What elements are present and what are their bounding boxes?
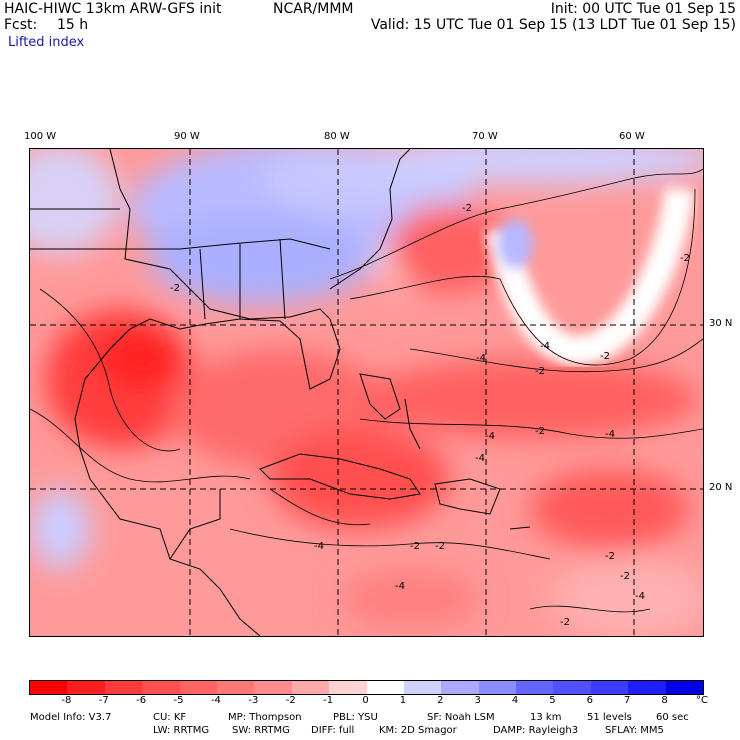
contour-label: -2 xyxy=(560,617,570,628)
sflay-info: SFLAY: MM5 xyxy=(605,725,664,736)
stable-hook xyxy=(485,186,695,366)
colorbar-tick-label: 6 xyxy=(586,695,594,706)
colorbar-tick-label: -3 xyxy=(248,695,259,706)
colorbar-tick-label: 1 xyxy=(399,695,407,706)
colorbar-tick-label: 2 xyxy=(437,695,444,706)
colorbar xyxy=(29,680,704,695)
colorbar-tick-label: -5 xyxy=(173,695,184,706)
colorbar-tick-label: 3 xyxy=(474,695,481,706)
colorbar-swatch xyxy=(329,681,367,694)
colorbar-swatch xyxy=(590,681,629,694)
colorbar-swatch xyxy=(254,681,292,694)
colorbar-swatch xyxy=(67,681,105,694)
forecast-hour: 15 h xyxy=(57,17,89,33)
lw-info: LW: RRTMG xyxy=(153,725,210,736)
colorbar-swatch xyxy=(628,681,666,694)
colorbar-tick-label: 5 xyxy=(549,695,556,706)
contour-label: -2 xyxy=(435,541,445,552)
cu-info: CU: KF xyxy=(153,712,187,723)
pbl-info: PBL: YSU xyxy=(333,712,378,723)
contour-label: -2 xyxy=(170,283,180,294)
colorbar-unit: °C xyxy=(696,695,708,706)
contour-label: -2 xyxy=(535,426,545,437)
contour-label: -2 xyxy=(462,203,472,214)
contour-label: -4 xyxy=(605,429,615,440)
resolution-info: 13 km xyxy=(530,712,562,723)
lat-lon-grid xyxy=(30,149,703,636)
forecast-label: Fcst: xyxy=(4,17,38,33)
map-canvas: -2 -2 -2 -2 -4 -4 -4 -4 -2 -2 -2 -4 -2 -… xyxy=(30,149,703,636)
lon-label-90w: 90 W xyxy=(174,131,200,142)
levels-info: 51 levels xyxy=(587,712,632,723)
init-time: Init: 00 UTC Tue 01 Sep 15 xyxy=(550,1,736,17)
damp-info: DAMP: Rayleigh3 xyxy=(493,725,579,736)
contour-label: -4 xyxy=(475,453,485,464)
colorbar-tick-label: -2 xyxy=(285,695,296,706)
colorbar-swatch xyxy=(104,681,143,694)
lon-label-80w: 80 W xyxy=(324,131,350,142)
model-title: HAIC-HIWC 13km ARW-GFS init xyxy=(4,1,222,17)
contour-label: -4 xyxy=(540,341,550,352)
contour-label: -4 xyxy=(485,431,495,442)
colorbar-tick-label: 7 xyxy=(624,695,631,706)
contour-label: -4 xyxy=(476,353,486,364)
contour-label: -2 xyxy=(410,541,420,552)
lat-label-30n: 30 N xyxy=(709,318,733,329)
valid-time: Valid: 15 UTC Tue 01 Sep 15 (13 LDT Tue … xyxy=(370,17,736,33)
lon-label-100w: 100 W xyxy=(24,131,57,142)
sf-info: SF: Noah LSM xyxy=(427,712,495,723)
colorbar-swatch xyxy=(142,681,180,694)
km-info: KM: 2D Smagor xyxy=(379,725,457,736)
colorbar-swatch xyxy=(30,681,68,694)
sw-info: SW: RRTMG xyxy=(232,725,290,736)
colorbar-swatch xyxy=(478,681,517,694)
contour-label: -2 xyxy=(600,351,610,362)
timestep-info: 60 sec xyxy=(656,712,689,723)
colorbar-tick-label: 4 xyxy=(511,695,519,706)
colorbar-swatch xyxy=(291,681,330,694)
colorbar-swatch xyxy=(516,681,554,694)
model-info: Model Info: V3.7 xyxy=(30,712,112,723)
lon-label-60w: 60 W xyxy=(619,131,645,142)
mp-info: MP: Thompson xyxy=(228,712,302,723)
colorbar-tick-label: -4 xyxy=(210,695,221,706)
contour-label: -2 xyxy=(680,253,690,264)
lat-label-20n: 20 N xyxy=(709,482,733,493)
lifted-index-map: -2 -2 -2 -2 -4 -4 -4 -4 -2 -2 -2 -4 -2 -… xyxy=(29,148,704,637)
colorbar-tick-label: -1 xyxy=(323,695,334,706)
contour-label-group: -2 -2 -2 -2 -4 -4 -4 -4 -2 -2 -2 -4 -2 -… xyxy=(170,203,690,628)
contour-lines xyxy=(30,168,703,613)
colorbar-tick-label: 8 xyxy=(661,695,668,706)
contour-label: -2 xyxy=(535,366,545,377)
contour-label: -4 xyxy=(395,581,405,592)
contour-label: -2 xyxy=(620,571,630,582)
coastlines xyxy=(30,149,531,636)
colorbar-swatch xyxy=(216,681,255,694)
contour-label: -4 xyxy=(314,541,324,552)
diff-info: DIFF: full xyxy=(311,725,355,736)
colorbar-ticks: -8 -7 -6 -5 -4 -3 -2 -1 0 1 2 3 4 5 6 7 8 xyxy=(29,695,702,707)
colorbar-tick-label: -7 xyxy=(98,695,109,706)
colorbar-swatch xyxy=(441,681,479,694)
lon-label-70w: 70 W xyxy=(472,131,498,142)
colorbar-tick-label: -6 xyxy=(136,695,147,706)
contour-label: -4 xyxy=(635,591,645,602)
colorbar-tick-label: 0 xyxy=(362,695,369,706)
colorbar-swatch xyxy=(179,681,217,694)
colorbar-swatch xyxy=(403,681,442,694)
colorbar-swatch xyxy=(553,681,591,694)
contour-label: -2 xyxy=(605,551,615,562)
colorbar-tick-label: -8 xyxy=(61,695,72,706)
org-label: NCAR/MMM xyxy=(273,1,354,17)
variable-name: Lifted index xyxy=(8,35,85,50)
colorbar-swatch xyxy=(366,681,404,694)
colorbar-swatch xyxy=(665,681,704,694)
